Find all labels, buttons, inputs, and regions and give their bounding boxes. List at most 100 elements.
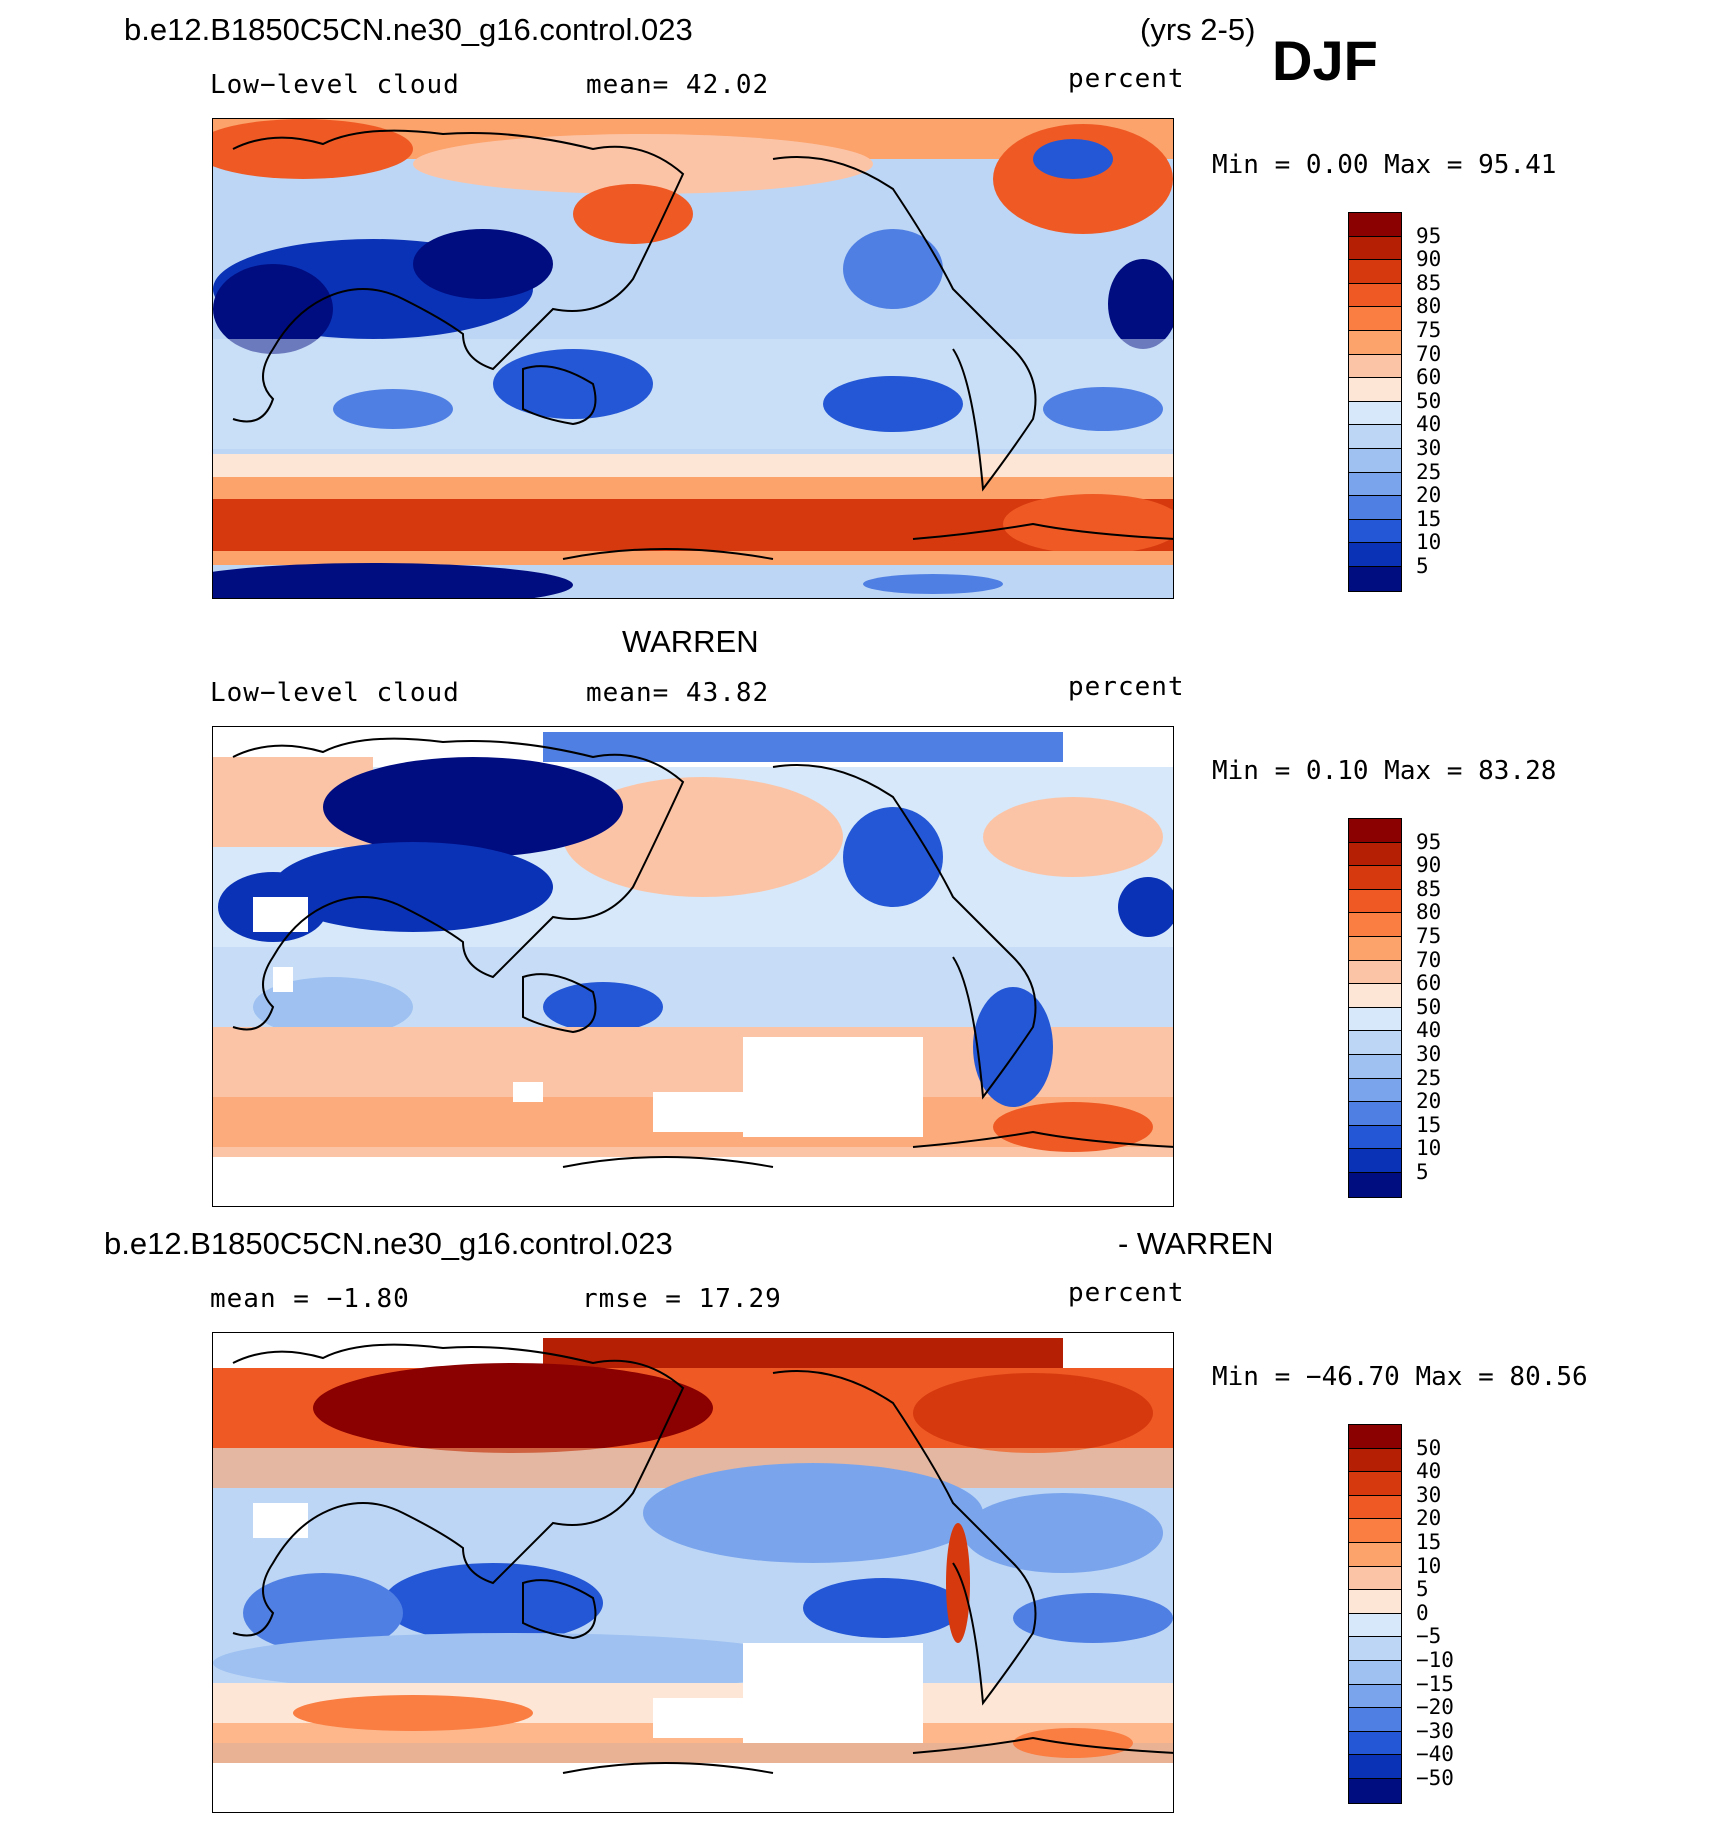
panel1-colorbar-label: 5 bbox=[1416, 554, 1429, 578]
panel2-coastlines bbox=[232, 737, 1173, 1168]
panel2-colorbar-bin bbox=[1349, 1007, 1401, 1032]
panel2-colorbar-bin bbox=[1349, 1078, 1401, 1103]
panel3-colorbar bbox=[1348, 1424, 1402, 1804]
panel2-colorbar-bin bbox=[1349, 1149, 1401, 1173]
panel3-colorbar-label: −50 bbox=[1416, 1766, 1454, 1790]
panel1-variable: Low−level cloud bbox=[210, 70, 460, 100]
panel3-colorbar-label: 0 bbox=[1416, 1600, 1429, 1625]
panel3-colorbar-label: 15 bbox=[1416, 1530, 1442, 1554]
season-label: DJF bbox=[1272, 29, 1378, 92]
panel2-colorbar-label: 80 bbox=[1416, 900, 1442, 925]
panel3-field bbox=[213, 1333, 1173, 1812]
panel2-minmax: Min = 0.10 Max = 83.28 bbox=[1212, 756, 1557, 786]
panel1-colorbar-label: 85 bbox=[1416, 270, 1442, 295]
panel3-colorbar-bin bbox=[1349, 1778, 1401, 1803]
panel3-colorbar-label: −20 bbox=[1416, 1695, 1454, 1720]
panel1-colorbar-label: 10 bbox=[1416, 530, 1442, 555]
panel3-colorbar-bin bbox=[1349, 1684, 1401, 1709]
panel2-colorbar-label: 95 bbox=[1416, 829, 1442, 854]
panel2-colorbar-bin bbox=[1349, 1031, 1401, 1055]
panel1-colorbar-bin bbox=[1349, 566, 1401, 591]
panel2-colorbar-label: 90 bbox=[1416, 853, 1442, 878]
panel3-colorbar-bin bbox=[1349, 1425, 1401, 1449]
panel2-colorbar-bin bbox=[1349, 866, 1401, 890]
panel1-coastlines bbox=[232, 129, 1173, 560]
panel1-colorbar-bin bbox=[1349, 307, 1401, 331]
panel1-colorbar-label: 20 bbox=[1416, 483, 1442, 508]
panel2-colorbar-label: 10 bbox=[1416, 1136, 1442, 1161]
panel1-map bbox=[212, 118, 1174, 599]
panel3-colorbar-bin bbox=[1349, 1519, 1401, 1543]
panel1-colorbar-label: 75 bbox=[1416, 318, 1442, 342]
panel1-colorbar-bin bbox=[1349, 519, 1401, 544]
panel1-colorbar-label: 80 bbox=[1416, 294, 1442, 319]
panel2-colorbar-bin bbox=[1349, 1125, 1401, 1150]
panel1-colorbar-bin bbox=[1349, 378, 1401, 402]
panel3-colorbar-label: 50 bbox=[1416, 1435, 1442, 1460]
panel2-colorbar-label: 85 bbox=[1416, 876, 1442, 901]
panel2-colorbar bbox=[1348, 818, 1402, 1198]
panel2-colorbar-bin bbox=[1349, 936, 1401, 961]
panel1-colorbar-label: 30 bbox=[1416, 436, 1442, 460]
panel1-colorbar-bin bbox=[1349, 543, 1401, 567]
panel2-colorbar-bin bbox=[1349, 1172, 1401, 1197]
panel2-units: percent bbox=[1068, 672, 1185, 702]
panel3-mean: mean = −1.80 bbox=[210, 1284, 410, 1314]
panel1-colorbar-label: 25 bbox=[1416, 459, 1442, 484]
panel1-colorbar-label: 70 bbox=[1416, 341, 1442, 366]
panel1-colorbar-bin bbox=[1349, 472, 1401, 497]
panel1-colorbar-label: 90 bbox=[1416, 247, 1442, 272]
years-label: (yrs 2-5) bbox=[1140, 12, 1256, 47]
panel3-colorbar-label: 20 bbox=[1416, 1506, 1442, 1531]
panel2-map bbox=[212, 726, 1174, 1207]
panel3-colorbar-bin bbox=[1349, 1708, 1401, 1732]
panel3-coastlines bbox=[232, 1343, 1173, 1774]
panel1-minmax: Min = 0.00 Max = 95.41 bbox=[1212, 150, 1557, 180]
panel1-colorbar bbox=[1348, 212, 1402, 592]
panel2-colorbar-bin bbox=[1349, 1054, 1401, 1079]
panel2-title: WARREN bbox=[622, 624, 759, 659]
panel2-colorbar-bin bbox=[1349, 889, 1401, 914]
panel1-colorbar-label: 15 bbox=[1416, 506, 1442, 531]
panel1-field bbox=[213, 119, 1173, 598]
panel3-colorbar-bin bbox=[1349, 1472, 1401, 1496]
panel1-colorbar-label: 60 bbox=[1416, 365, 1442, 390]
panel1-colorbar-bin bbox=[1349, 496, 1401, 520]
panel2-mean: mean= 43.82 bbox=[586, 678, 770, 708]
panel3-colorbar-bin bbox=[1349, 1755, 1401, 1779]
panel2-variable: Low−level cloud bbox=[210, 678, 460, 708]
panel2-colorbar-bin bbox=[1349, 913, 1401, 937]
panel2-colorbar-label: 15 bbox=[1416, 1112, 1442, 1137]
panel1-colorbar-bin bbox=[1349, 236, 1401, 261]
case-name-title: b.e12.B1850C5CN.ne30_g16.control.023 bbox=[124, 12, 693, 47]
panel2-colorbar-label: 25 bbox=[1416, 1065, 1442, 1090]
panel3-colorbar-bin bbox=[1349, 1448, 1401, 1473]
panel1-colorbar-label: 50 bbox=[1416, 388, 1442, 413]
panel1-colorbar-bin bbox=[1349, 354, 1401, 379]
panel2-colorbar-label: 70 bbox=[1416, 947, 1442, 972]
panel3-colorbar-label: −30 bbox=[1416, 1718, 1454, 1743]
panel3-colorbar-label: 5 bbox=[1416, 1577, 1429, 1602]
panel2-colorbar-bin bbox=[1349, 960, 1401, 985]
panel2-field bbox=[213, 727, 1173, 1206]
panel3-colorbar-label: −5 bbox=[1416, 1624, 1442, 1649]
panel3-colorbar-label: 40 bbox=[1416, 1459, 1442, 1484]
panel2-colorbar-label: 50 bbox=[1416, 994, 1442, 1019]
panel1-colorbar-label: 40 bbox=[1416, 412, 1442, 437]
panel2-colorbar-bin bbox=[1349, 984, 1401, 1008]
panel1-colorbar-bin bbox=[1349, 330, 1401, 355]
panel3-colorbar-bin bbox=[1349, 1590, 1401, 1614]
panel3-colorbar-bin bbox=[1349, 1542, 1401, 1567]
panel3-colorbar-bin bbox=[1349, 1731, 1401, 1756]
panel1-colorbar-bin bbox=[1349, 283, 1401, 308]
panel2-colorbar-label: 75 bbox=[1416, 924, 1442, 948]
panel2-colorbar-label: 60 bbox=[1416, 971, 1442, 996]
panel1-colorbar-bin bbox=[1349, 448, 1401, 473]
panel2-colorbar-label: 20 bbox=[1416, 1089, 1442, 1114]
panel3-colorbar-bin bbox=[1349, 1566, 1401, 1591]
panel1-colorbar-bin bbox=[1349, 401, 1401, 426]
panel3-units: percent bbox=[1068, 1278, 1185, 1308]
panel3-colorbar-label: 10 bbox=[1416, 1553, 1442, 1578]
panel3-colorbar-bin bbox=[1349, 1660, 1401, 1685]
panel2-colorbar-label: 30 bbox=[1416, 1042, 1442, 1066]
